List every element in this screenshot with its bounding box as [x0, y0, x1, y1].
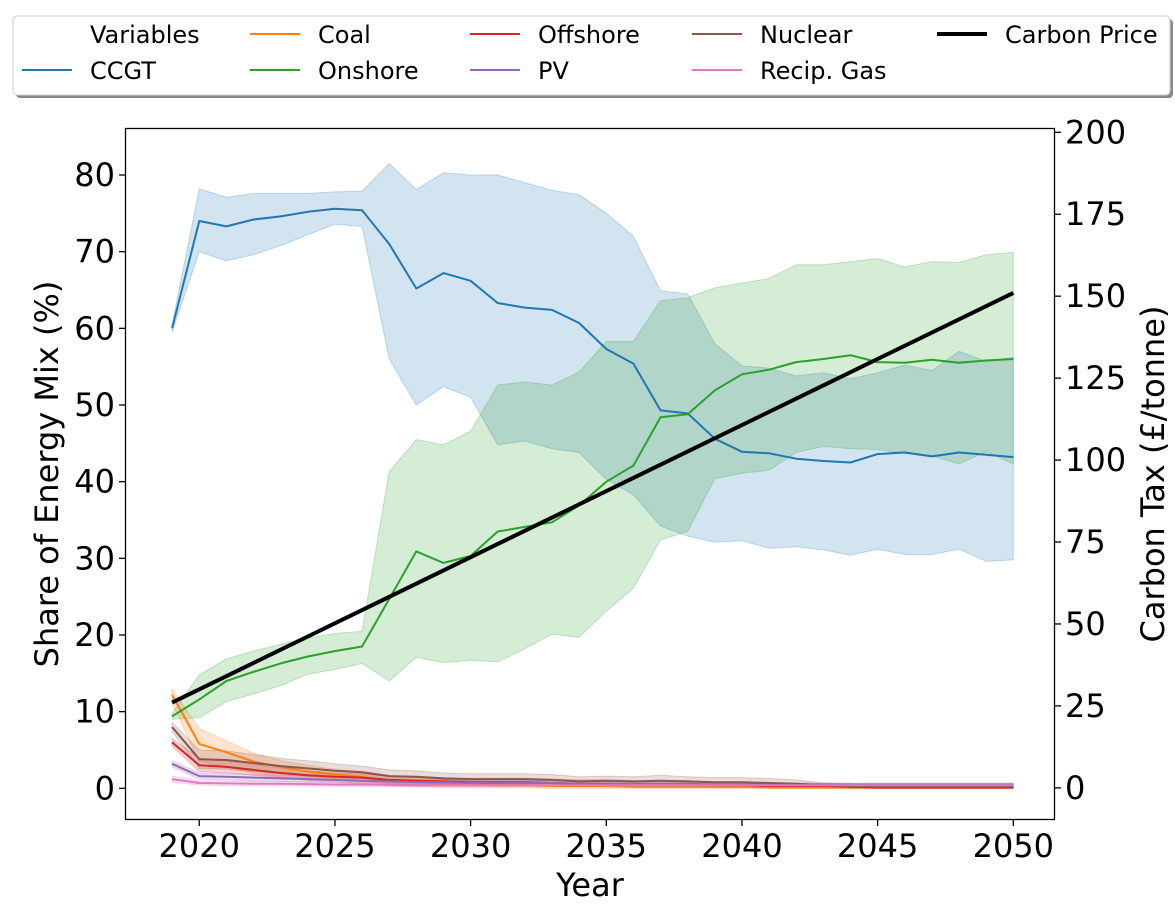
- y-tick-label: 50: [74, 386, 115, 424]
- x-tick-label: 2020: [159, 827, 240, 865]
- y-tick-label: 60: [74, 309, 115, 347]
- y2-tick-label: 200: [1065, 113, 1126, 151]
- x-tick-label: 2030: [430, 827, 511, 865]
- x-axis-label: Year: [555, 866, 625, 904]
- y-tick-label: 40: [74, 463, 115, 501]
- x-tick-label: 2050: [973, 827, 1054, 865]
- y2-tick-label: 125: [1065, 359, 1126, 397]
- x-tick-label: 2045: [837, 827, 918, 865]
- legend: Variables CCGT Coal Onshore Offshore PV Nucle…: [12, 15, 1173, 98]
- band-ccgt: [171, 162, 1014, 562]
- y-tick-label: 30: [74, 539, 115, 577]
- plot-frame: [124, 127, 1056, 821]
- series-line-ccgt: [171, 207, 1014, 464]
- y-tick-label: 70: [74, 233, 115, 271]
- y-tick-label: 80: [74, 156, 115, 194]
- y2-tick-label: 150: [1065, 277, 1126, 315]
- legend-label-pv: PV: [538, 57, 569, 85]
- y2-tick-label: 175: [1065, 195, 1126, 233]
- legend-label-coal: Coal: [318, 21, 371, 49]
- y-tick-label: 10: [74, 693, 115, 731]
- series-line-carbon-price: [171, 291, 1015, 705]
- y-tick-label: 0: [95, 769, 115, 807]
- legend-label-ccgt: CCGT: [90, 57, 156, 85]
- legend-label-nuclear: Nuclear: [760, 21, 853, 49]
- x-tick-label: 2025: [294, 827, 375, 865]
- legend-label-offshore: Offshore: [538, 21, 640, 49]
- y2-tick-label: 25: [1065, 687, 1106, 725]
- plot-area: 2020 2025 2030 2035 2040 2045 2050 01020304050…: [74, 113, 1126, 865]
- band-onshore: [171, 251, 1014, 720]
- series-line-recip-gas: [171, 778, 1014, 787]
- x-tick-label: 2040: [701, 827, 782, 865]
- y-axis-label: Share of Energy Mix (%): [28, 281, 66, 668]
- legend-label-onshore: Onshore: [318, 57, 419, 85]
- legend-label-recip-gas: Recip. Gas: [760, 57, 887, 85]
- y2-tick-label: 50: [1065, 605, 1106, 643]
- y2-tick-label: 75: [1065, 523, 1106, 561]
- series-line-nuclear: [171, 726, 1014, 788]
- y2-tick-label: 0: [1065, 769, 1085, 807]
- y2-tick-label: 100: [1065, 441, 1126, 479]
- y2-axis-label: Carbon Tax (£/tonne): [1134, 306, 1172, 643]
- legend-frame: [12, 15, 1171, 96]
- legend-title: Variables: [90, 21, 200, 49]
- legend-label-carbon-price: Carbon Price: [1005, 21, 1158, 49]
- x-tick-label: 2035: [566, 827, 647, 865]
- y-tick-label: 20: [74, 616, 115, 654]
